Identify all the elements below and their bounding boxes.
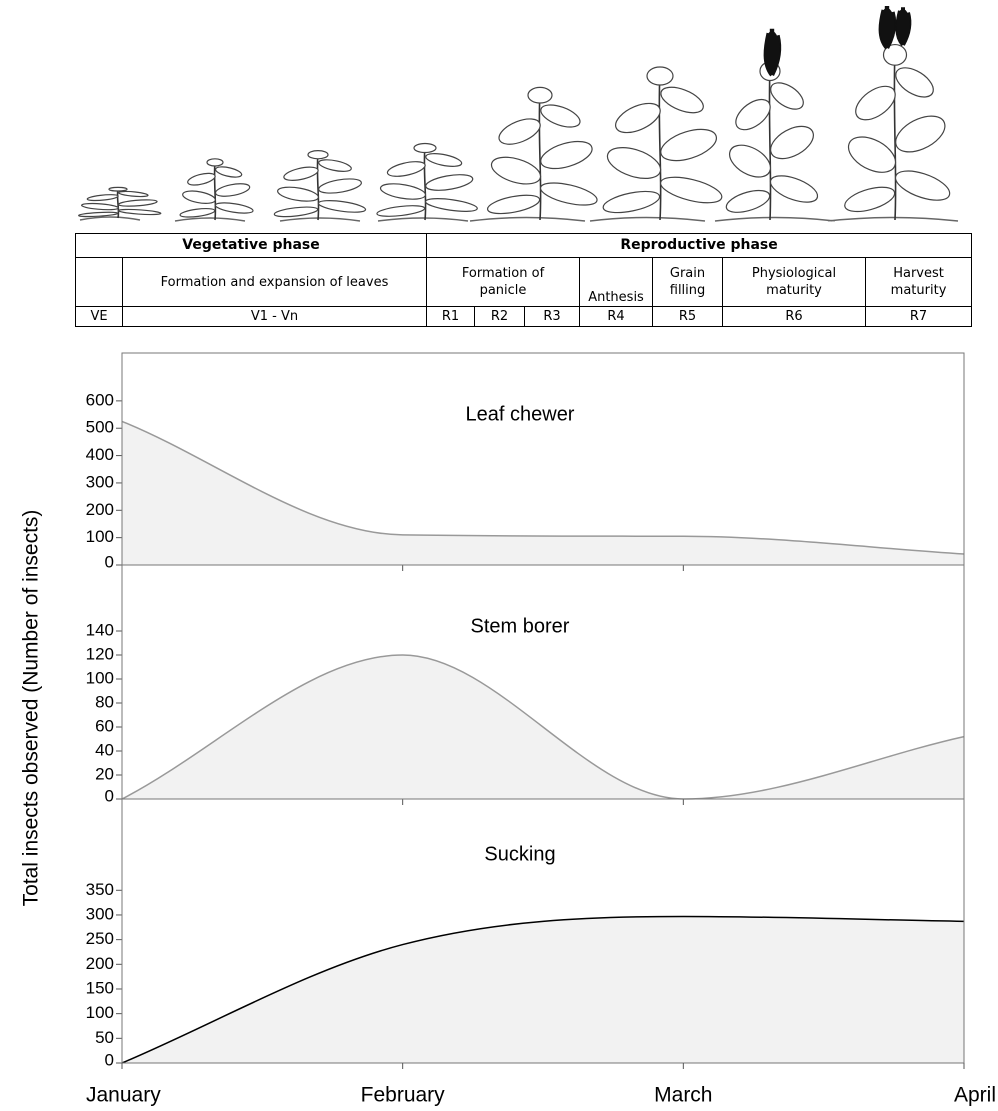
y-tick-label: 40 — [95, 740, 114, 759]
y-axis-label: Total insects observed (Number of insect… — [20, 510, 43, 907]
phase-table: Vegetative phase Reproductive phase Form… — [75, 233, 972, 327]
page: {"table": { "phases": ["Vegetative phase… — [0, 0, 998, 1111]
y-tick-label: 150 — [86, 978, 114, 997]
stage-cell: Grain filling — [653, 258, 723, 307]
y-tick-label: 250 — [86, 929, 114, 948]
code-cell: VE — [76, 307, 123, 327]
code-cell: R7 — [866, 307, 972, 327]
code-cell: R3 — [525, 307, 580, 327]
y-tick-label: 200 — [86, 500, 114, 519]
y-tick-label: 500 — [86, 418, 114, 437]
stage-cell: Formation of panicle — [427, 258, 580, 307]
phase-cell: Vegetative phase — [76, 234, 427, 258]
phase-cell: Reproductive phase — [427, 234, 972, 258]
y-tick-label: 60 — [95, 716, 114, 735]
stage-cell: Anthesis — [580, 258, 653, 307]
plant-illustrations — [78, 6, 958, 221]
stage-cell: Physiological maturity — [723, 258, 866, 307]
code-cell: R6 — [723, 307, 866, 327]
y-tick-label: 140 — [86, 620, 114, 639]
code-cell: R1 — [427, 307, 475, 327]
y-tick-label: 350 — [86, 880, 114, 899]
x-tick-label: April — [954, 1084, 996, 1107]
y-tick-label: 200 — [86, 954, 114, 973]
y-tick-label: 50 — [95, 1028, 114, 1047]
y-tick-label: 80 — [95, 692, 114, 711]
y-tick-label: 400 — [86, 445, 114, 464]
y-tick-label: 0 — [105, 1050, 114, 1069]
x-tick-label: March — [654, 1084, 712, 1107]
code-cell: R5 — [653, 307, 723, 327]
panel-title: Stem borer — [471, 615, 570, 637]
x-tick-label: February — [361, 1084, 446, 1107]
y-tick-label: 0 — [105, 786, 114, 805]
y-tick-label: 0 — [105, 552, 114, 571]
y-tick-label: 20 — [95, 764, 114, 783]
code-cell: R4 — [580, 307, 653, 327]
y-tick-label: 100 — [86, 527, 114, 546]
y-tick-label: 300 — [86, 472, 114, 491]
stage-cell: Harvest maturity — [866, 258, 972, 307]
code-cell: R2 — [475, 307, 525, 327]
y-tick-label: 100 — [86, 668, 114, 687]
x-tick-label: January — [86, 1084, 161, 1107]
empty-cell — [76, 258, 123, 307]
panel-title: Sucking — [484, 843, 555, 865]
y-tick-label: 600 — [86, 390, 114, 409]
y-tick-label: 120 — [86, 644, 114, 663]
figure: Total insects observed (Number of insect… — [0, 0, 998, 1111]
area — [122, 916, 964, 1063]
stage-cell: Formation and expansion of leaves — [123, 258, 427, 307]
code-cell: V1 - Vn — [123, 307, 427, 327]
panel-title: Leaf chewer — [466, 403, 575, 425]
y-tick-label: 300 — [86, 904, 114, 923]
y-tick-label: 100 — [86, 1003, 114, 1022]
